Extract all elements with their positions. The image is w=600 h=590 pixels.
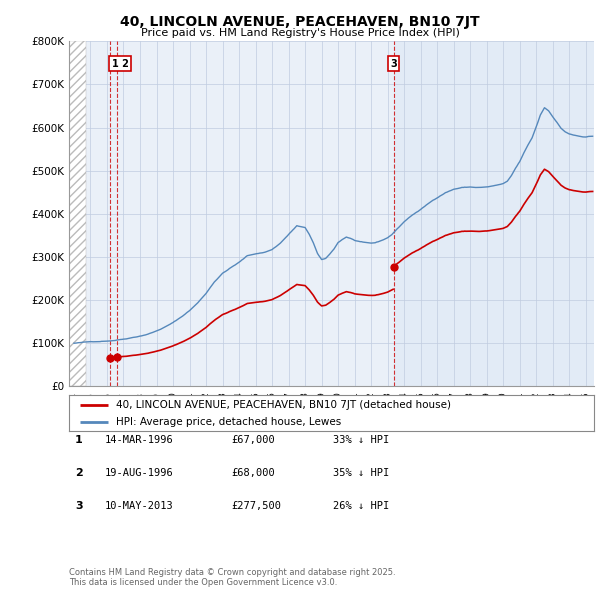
Text: 40, LINCOLN AVENUE, PEACEHAVEN, BN10 7JT (detached house): 40, LINCOLN AVENUE, PEACEHAVEN, BN10 7JT… — [116, 400, 451, 410]
Bar — [69, 41, 86, 386]
Bar — [394, 41, 594, 386]
Text: 40, LINCOLN AVENUE, PEACEHAVEN, BN10 7JT: 40, LINCOLN AVENUE, PEACEHAVEN, BN10 7JT — [120, 15, 480, 29]
Text: 2: 2 — [75, 468, 83, 478]
Text: 3: 3 — [75, 502, 83, 511]
Text: £277,500: £277,500 — [231, 502, 281, 511]
Text: 19-AUG-1996: 19-AUG-1996 — [105, 468, 174, 478]
Text: 33% ↓ HPI: 33% ↓ HPI — [333, 435, 389, 445]
Text: 26% ↓ HPI: 26% ↓ HPI — [333, 502, 389, 511]
Text: 35% ↓ HPI: 35% ↓ HPI — [333, 468, 389, 478]
Text: £67,000: £67,000 — [231, 435, 275, 445]
Text: 1: 1 — [75, 435, 83, 445]
Text: Price paid vs. HM Land Registry's House Price Index (HPI): Price paid vs. HM Land Registry's House … — [140, 28, 460, 38]
Text: 1 2: 1 2 — [112, 58, 129, 68]
Text: 10-MAY-2013: 10-MAY-2013 — [105, 502, 174, 511]
Text: 14-MAR-1996: 14-MAR-1996 — [105, 435, 174, 445]
Text: £68,000: £68,000 — [231, 468, 275, 478]
Text: HPI: Average price, detached house, Lewes: HPI: Average price, detached house, Lewe… — [116, 417, 341, 427]
Text: Contains HM Land Registry data © Crown copyright and database right 2025.
This d: Contains HM Land Registry data © Crown c… — [69, 568, 395, 587]
Text: 3: 3 — [390, 58, 397, 68]
